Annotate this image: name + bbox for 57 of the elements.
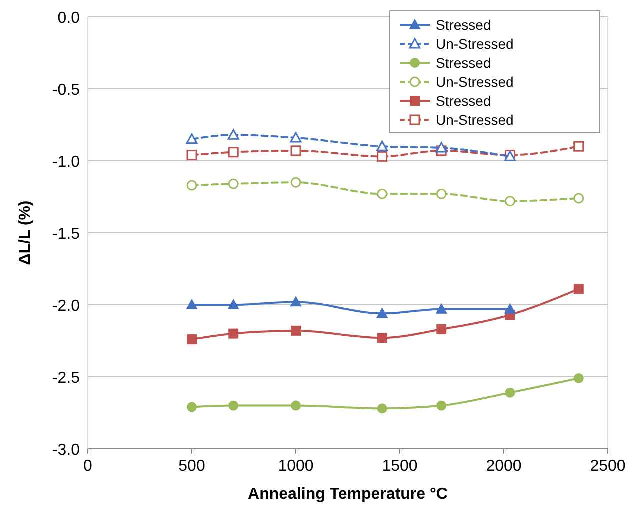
point: [376, 308, 388, 318]
point: [574, 141, 584, 152]
point: [228, 400, 239, 411]
point: [228, 178, 239, 190]
point: [504, 304, 516, 314]
x-tick-label: 1500: [382, 458, 418, 475]
legend-label: Un-Stressed: [436, 36, 514, 52]
point: [436, 400, 447, 411]
x-axis-title: Annealing Temperature °C: [248, 486, 448, 503]
point: [436, 188, 447, 200]
legend-label: Stressed: [436, 93, 492, 109]
y-tick-label: -2.0: [52, 298, 80, 315]
point: [228, 147, 239, 158]
point: [290, 177, 302, 188]
point: [228, 300, 240, 310]
y-axis-title: ΔL/L (%): [17, 200, 34, 266]
y-tick-label: -2.5: [52, 370, 80, 387]
point: [504, 196, 516, 207]
point: [186, 150, 198, 160]
point: [377, 188, 388, 200]
x-tick-label: 500: [178, 458, 206, 475]
point: [290, 132, 302, 143]
point: [574, 193, 584, 204]
point: [186, 300, 198, 310]
legend-label: Un-Stressed: [436, 112, 514, 128]
x-tick-label: 0: [84, 458, 93, 475]
legend-label: Un-Stressed: [436, 74, 514, 90]
x-tick-label: 2000: [486, 458, 522, 475]
x-tick-label: 1000: [278, 458, 314, 475]
point: [377, 333, 388, 344]
point: [377, 404, 388, 414]
point: [187, 334, 197, 345]
point: [436, 324, 447, 334]
point: [186, 180, 198, 191]
x-tick-label: 2500: [590, 458, 626, 475]
point: [290, 146, 302, 156]
point: [574, 373, 584, 384]
point: [377, 151, 388, 162]
point: [187, 402, 197, 412]
point: [505, 388, 516, 398]
point: [436, 142, 448, 153]
legend-label: Stressed: [436, 17, 492, 33]
y-tick-label: -1.5: [52, 226, 80, 243]
y-tick-label: -0.5: [52, 82, 80, 99]
point: [228, 129, 240, 140]
point: [290, 296, 302, 307]
point: [436, 304, 448, 314]
point: [291, 326, 301, 336]
point: [291, 400, 301, 411]
legend-label: Stressed: [436, 55, 492, 71]
point: [186, 134, 198, 144]
point: [228, 328, 239, 339]
point: [376, 140, 388, 152]
y-tick-label: -1.0: [52, 154, 80, 171]
point: [574, 284, 584, 294]
y-tick-label: -3.0: [52, 442, 80, 459]
y-tick-label: 0.0: [58, 10, 80, 27]
